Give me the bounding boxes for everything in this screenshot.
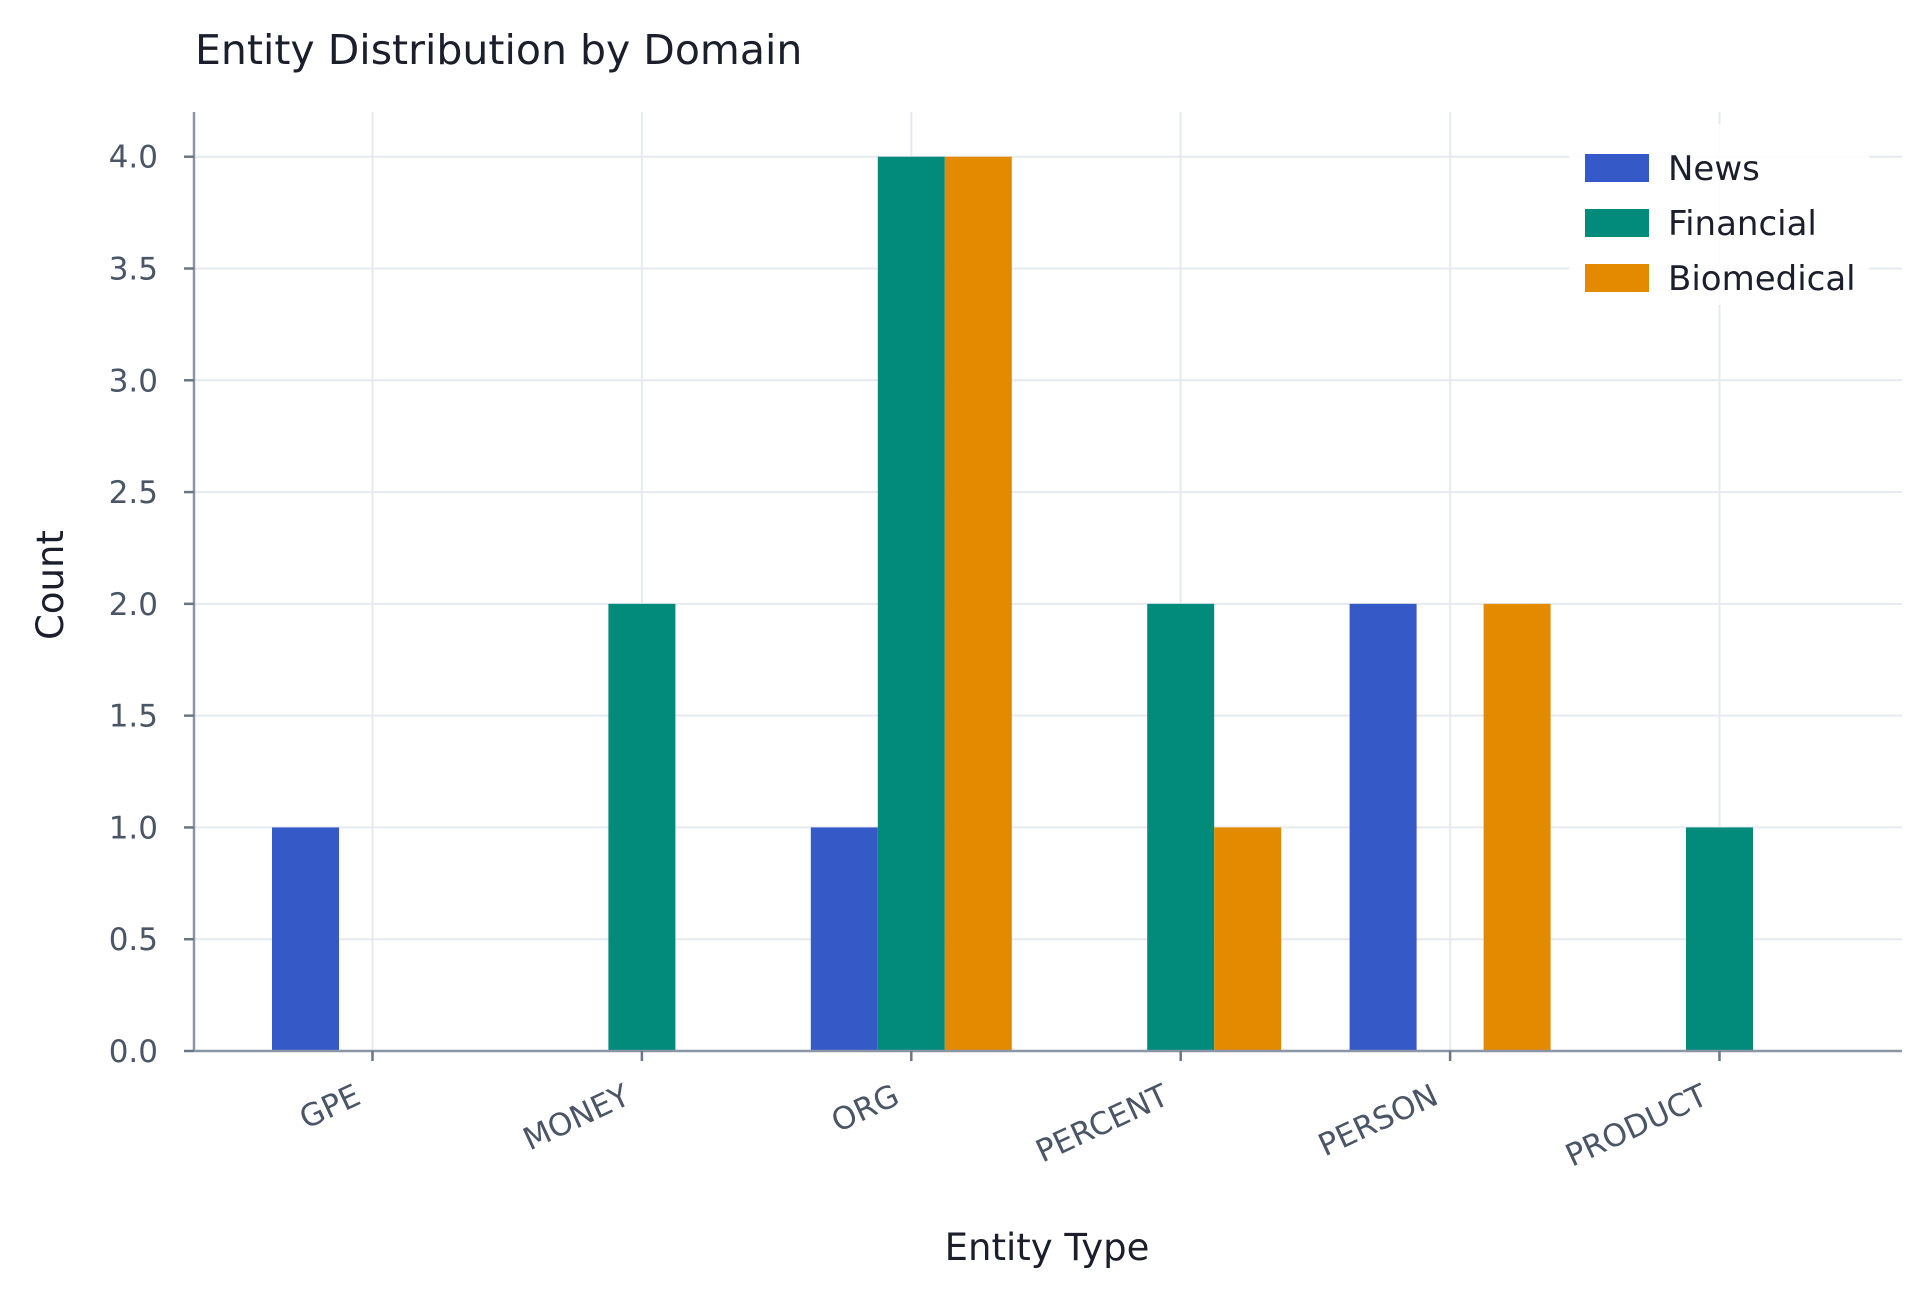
bar-biomedical-person [1483, 603, 1551, 1051]
y-tick-label: 0.0 [109, 1034, 158, 1070]
y-axis-ticks: 0.0 0.5 1.0 1.5 2.0 2.5 3.0 3.5 4.0 [109, 140, 194, 1070]
x-tick-label: GPE [294, 1078, 366, 1137]
bar-financial-product [1686, 827, 1753, 1051]
legend-label-biomedical: Biomedical [1668, 259, 1856, 299]
y-tick-label: 2.5 [109, 475, 158, 511]
y-tick-label: 2.0 [109, 587, 158, 623]
y-tick-label: 0.5 [109, 922, 158, 958]
y-tick-label: 3.5 [109, 252, 158, 288]
bar-financial-percent [1147, 603, 1215, 1051]
x-axis-ticks: GPE MONEY ORG PERCENT PERSON PRODUCT [294, 1051, 1721, 1174]
bar-financial-money [608, 603, 676, 1051]
y-tick-label: 4.0 [109, 140, 158, 176]
chart-title: Entity Distribution by Domain [195, 26, 802, 74]
bar-biomedical-percent [1214, 827, 1282, 1051]
legend-swatch-biomedical [1585, 264, 1649, 292]
legend-label-news: News [1668, 149, 1760, 189]
y-tick-label: 1.0 [109, 810, 158, 846]
y-tick-label: 1.5 [109, 699, 158, 735]
bar-biomedical-org [944, 156, 1012, 1051]
x-tick-label: PERCENT [1030, 1077, 1175, 1170]
y-tick-label: 3.0 [109, 363, 158, 399]
x-tick-label: ORG [826, 1078, 905, 1140]
x-tick-label: PRODUCT [1560, 1077, 1714, 1174]
bar-financial-org [877, 156, 945, 1051]
bar-news-person [1349, 603, 1417, 1051]
y-axis-label: Count [29, 530, 72, 640]
legend-swatch-news [1585, 154, 1649, 182]
legend-label-financial: Financial [1668, 204, 1817, 244]
bar-news-gpe [272, 827, 339, 1051]
bars [272, 156, 1753, 1051]
x-tick-label: PERSON [1313, 1078, 1443, 1164]
legend: News Financial Biomedical [1569, 124, 1869, 305]
x-axis-label: Entity Type [945, 1226, 1150, 1269]
legend-swatch-financial [1585, 209, 1649, 237]
bar-news-org [810, 827, 878, 1051]
x-tick-label: MONEY [518, 1078, 636, 1158]
